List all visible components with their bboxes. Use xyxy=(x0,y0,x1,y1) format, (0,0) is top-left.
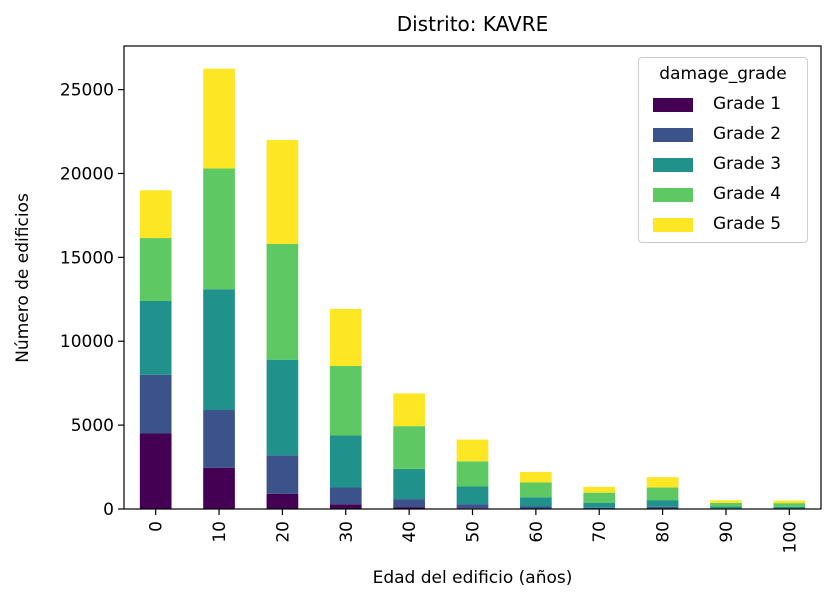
bar-100-grade-5 xyxy=(773,500,806,504)
legend-swatch xyxy=(653,98,693,112)
bar-0-grade-2 xyxy=(139,374,172,434)
bar-10-grade-3 xyxy=(203,289,235,411)
y-tick-label: 20000 xyxy=(60,164,114,184)
y-tick-label: 25000 xyxy=(60,81,114,101)
bar-40-grade-1 xyxy=(393,507,425,509)
legend-label: Grade 2 xyxy=(713,124,782,144)
bar-10-grade-1 xyxy=(203,467,235,509)
legend-item-grade-5: Grade 5 xyxy=(653,212,803,236)
x-tick-label: 0 xyxy=(147,521,167,532)
bar-100-grade-4 xyxy=(773,503,806,507)
chart-title: Distrito: KAVRE xyxy=(396,12,549,36)
legend-swatch xyxy=(653,128,693,142)
legend-swatch xyxy=(653,218,693,232)
legend-label: Grade 5 xyxy=(713,214,782,234)
bar-80-grade-2 xyxy=(646,506,679,509)
x-tick-label: 80 xyxy=(654,521,674,543)
legend-item-grade-3: Grade 3 xyxy=(653,152,803,176)
bar-50-grade-3 xyxy=(456,486,489,505)
legend-item-grade-1: Grade 1 xyxy=(653,92,803,116)
legend-label: Grade 1 xyxy=(713,94,782,114)
bar-50-grade-2 xyxy=(456,504,489,509)
bar-80-grade-4 xyxy=(646,487,679,501)
legend-item-grade-4: Grade 4 xyxy=(653,182,803,206)
bar-80-grade-3 xyxy=(646,500,679,507)
bar-70-grade-3 xyxy=(583,502,616,508)
legend: damage_grade Grade 1 Grade 2 Grade 3 Grade … xyxy=(638,57,808,243)
bar-40-grade-3 xyxy=(393,468,425,500)
legend-title: damage_grade xyxy=(659,64,787,84)
bar-90-grade-5 xyxy=(710,500,742,503)
bar-80-grade-5 xyxy=(646,477,679,488)
x-axis-ticks: 0 10 20 30 40 50 60 70 80 90 100 xyxy=(147,509,800,553)
bar-70-grade-2 xyxy=(583,507,616,509)
bar-50-grade-4 xyxy=(456,461,489,487)
bar-0-grade-3 xyxy=(139,300,172,375)
bar-20-grade-4 xyxy=(266,243,299,360)
bar-60-grade-4 xyxy=(520,482,552,498)
bar-10-grade-4 xyxy=(203,168,235,290)
bar-100-grade-3 xyxy=(773,506,806,509)
bar-0-grade-1 xyxy=(139,433,172,509)
y-tick-label: 5000 xyxy=(71,416,114,436)
bar-30-grade-1 xyxy=(329,504,362,509)
bar-70-grade-5 xyxy=(583,486,616,493)
x-tick-label: 20 xyxy=(273,521,293,543)
bar-20-grade-5 xyxy=(266,139,299,244)
x-tick-label: 90 xyxy=(717,521,737,543)
x-tick-label: 50 xyxy=(464,521,484,543)
x-tick-label: 30 xyxy=(337,521,357,543)
bar-70-grade-4 xyxy=(583,492,616,503)
bar-30-grade-4 xyxy=(329,365,362,436)
bar-20-grade-3 xyxy=(266,359,299,456)
x-tick-label: 40 xyxy=(400,521,420,543)
bar-60-grade-3 xyxy=(520,497,552,507)
bars-group xyxy=(139,68,806,509)
x-tick-label: 100 xyxy=(780,521,800,553)
x-tick-label: 10 xyxy=(210,521,230,543)
bar-0-grade-4 xyxy=(139,238,172,301)
bar-10-grade-5 xyxy=(203,68,235,169)
bar-50-grade-5 xyxy=(456,439,489,462)
bar-90-grade-3 xyxy=(710,506,742,509)
bar-30-grade-2 xyxy=(329,487,362,505)
bar-90-grade-4 xyxy=(710,502,742,507)
bar-60-grade-5 xyxy=(520,471,552,483)
bar-60-grade-2 xyxy=(520,506,552,509)
y-tick-label: 10000 xyxy=(60,332,114,352)
bar-40-grade-5 xyxy=(393,393,425,427)
x-tick-label: 70 xyxy=(590,521,610,543)
x-axis-label: Edad del edificio (años) xyxy=(372,568,573,588)
y-tick-label: 15000 xyxy=(60,248,114,268)
y-tick-label: 0 xyxy=(103,500,114,520)
legend-label: Grade 4 xyxy=(713,184,782,204)
bar-40-grade-4 xyxy=(393,426,425,469)
bar-10-grade-2 xyxy=(203,410,235,468)
x-tick-label: 60 xyxy=(527,521,547,543)
bar-30-grade-3 xyxy=(329,435,362,488)
legend-item-grade-2: Grade 2 xyxy=(653,122,803,146)
y-axis-ticks: 0 5000 10000 15000 20000 25000 xyxy=(60,81,124,520)
legend-label: Grade 3 xyxy=(713,154,782,174)
legend-swatch xyxy=(653,188,693,202)
bar-30-grade-5 xyxy=(329,308,362,366)
bar-20-grade-2 xyxy=(266,455,299,494)
bar-40-grade-2 xyxy=(393,499,425,508)
y-axis-label: Número de edificios xyxy=(13,193,33,363)
bar-20-grade-1 xyxy=(266,493,299,509)
legend-swatch xyxy=(653,158,693,172)
bar-0-grade-5 xyxy=(139,190,172,239)
